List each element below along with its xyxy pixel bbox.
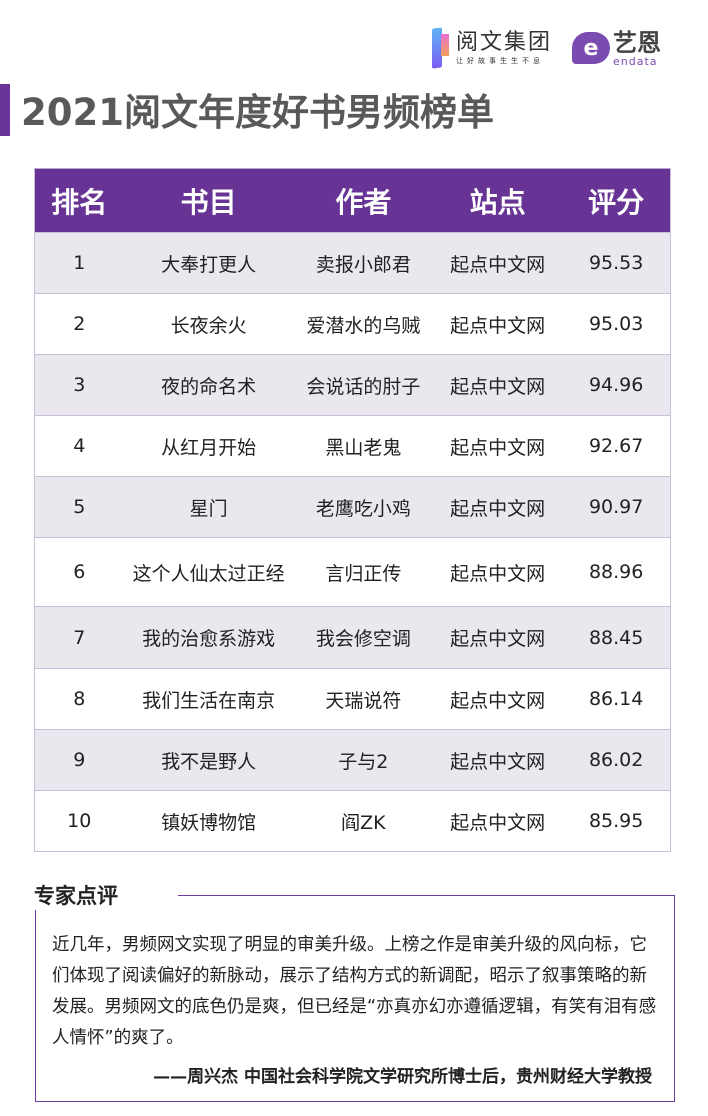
table-row: 8 我们生活在南京 天瑞说符 起点中文网 86.14 <box>34 668 672 730</box>
cell-author: 我会修空调 <box>293 606 433 669</box>
header-score: 评分 <box>562 168 672 233</box>
cell-site: 起点中文网 <box>432 293 563 355</box>
cell-rank: 3 <box>34 354 124 416</box>
header-author: 作者 <box>293 168 433 233</box>
cell-score: 95.53 <box>562 232 672 294</box>
yuewen-logo-slogan: 让好故事生生不息 <box>456 57 544 65</box>
cell-score: 88.96 <box>562 537 672 607</box>
cell-rank: 7 <box>34 606 124 669</box>
cell-rank: 2 <box>34 293 124 355</box>
table-row: 3 夜的命名术 会说话的肘子 起点中文网 94.96 <box>34 354 672 416</box>
cell-score: 85.95 <box>562 790 672 852</box>
cell-book: 镇妖博物馆 <box>123 790 294 852</box>
cell-book: 大奉打更人 <box>123 232 294 294</box>
cell-rank: 10 <box>34 790 124 852</box>
cell-author: 阎ZK <box>293 790 433 852</box>
logos: 阅文集团 让好故事生生不息 e 艺恩 endata <box>432 26 661 70</box>
table-header-row: 排名 书目 作者 站点 评分 <box>34 168 672 233</box>
endata-logo-sub: endata <box>613 54 658 68</box>
table-row: 10 镇妖博物馆 阎ZK 起点中文网 85.95 <box>34 790 672 852</box>
cell-site: 起点中文网 <box>432 790 563 852</box>
cell-score: 95.03 <box>562 293 672 355</box>
yuewen-logo-name: 阅文集团 <box>456 30 553 55</box>
cell-rank: 6 <box>34 537 124 607</box>
cell-author: 爱潜水的乌贼 <box>293 293 433 355</box>
table-row: 1 大奉打更人 卖报小郎君 起点中文网 95.53 <box>34 232 672 294</box>
cell-book: 从红月开始 <box>123 415 294 477</box>
review-text: 近几年，男频网文实现了明显的审美升级。上榜之作是审美升级的风向标，它们体现了阅读… <box>52 935 657 1048</box>
cell-score: 86.14 <box>562 668 672 730</box>
ranking-table: 排名 书目 作者 站点 评分 1 大奉打更人 卖报小郎君 起点中文网 95.53 2 长夜余… <box>34 168 672 852</box>
cell-site: 起点中文网 <box>432 606 563 669</box>
table-row: 2 长夜余火 爱潜水的乌贼 起点中文网 95.03 <box>34 293 672 355</box>
endata-logo-icon: e <box>572 32 611 64</box>
table-row: 6 这个人仙太过正经 言归正传 起点中文网 88.96 <box>34 537 672 607</box>
endata-logo-name: 艺恩 <box>613 28 662 57</box>
cell-book: 夜的命名术 <box>123 354 294 416</box>
cell-rank: 9 <box>34 729 124 791</box>
title-accent-bar <box>0 84 10 136</box>
cell-author: 言归正传 <box>293 537 433 607</box>
cell-site: 起点中文网 <box>432 537 563 607</box>
cell-rank: 4 <box>34 415 124 477</box>
cell-site: 起点中文网 <box>432 668 563 730</box>
cell-rank: 5 <box>34 476 124 538</box>
cell-book: 我们生活在南京 <box>123 668 294 730</box>
cell-score: 92.67 <box>562 415 672 477</box>
cell-author: 天瑞说符 <box>293 668 433 730</box>
cell-score: 86.02 <box>562 729 672 791</box>
cell-site: 起点中文网 <box>432 354 563 416</box>
review-signature: ——周兴杰 中国社会科学院文学研究所博士后，贵州财经大学教授 <box>153 1067 652 1087</box>
cell-score: 94.96 <box>562 354 672 416</box>
cell-book: 星门 <box>123 476 294 538</box>
page-title: 2021阅文年度好书男频榜单 <box>21 91 494 134</box>
cell-author: 会说话的肘子 <box>293 354 433 416</box>
cell-book: 我的治愈系游戏 <box>123 606 294 669</box>
cell-site: 起点中文网 <box>432 729 563 791</box>
cell-site: 起点中文网 <box>432 232 563 294</box>
cell-book: 我不是野人 <box>123 729 294 791</box>
review-label: 专家点评 <box>28 880 178 910</box>
header-rank: 排名 <box>34 168 124 233</box>
cell-author: 老鹰吃小鸡 <box>293 476 433 538</box>
cell-site: 起点中文网 <box>432 476 563 538</box>
table-row: 9 我不是野人 子与2 起点中文网 86.02 <box>34 729 672 791</box>
table-row: 7 我的治愈系游戏 我会修空调 起点中文网 88.45 <box>34 606 672 669</box>
cell-site: 起点中文网 <box>432 415 563 477</box>
table-row: 4 从红月开始 黑山老鬼 起点中文网 92.67 <box>34 415 672 477</box>
cell-rank: 1 <box>34 232 124 294</box>
cell-author: 子与2 <box>293 729 433 791</box>
cell-author: 卖报小郎君 <box>293 232 433 294</box>
header-site: 站点 <box>432 168 563 233</box>
cell-score: 90.97 <box>562 476 672 538</box>
cell-rank: 8 <box>34 668 124 730</box>
cell-book: 这个人仙太过正经 <box>123 537 294 607</box>
table-row: 5 星门 老鹰吃小鸡 起点中文网 90.97 <box>34 476 672 538</box>
cell-score: 88.45 <box>562 606 672 669</box>
yuewen-logo-icon <box>432 26 450 70</box>
cell-author: 黑山老鬼 <box>293 415 433 477</box>
header-book: 书目 <box>123 168 294 233</box>
cell-book: 长夜余火 <box>123 293 294 355</box>
review-box <box>35 895 675 1102</box>
